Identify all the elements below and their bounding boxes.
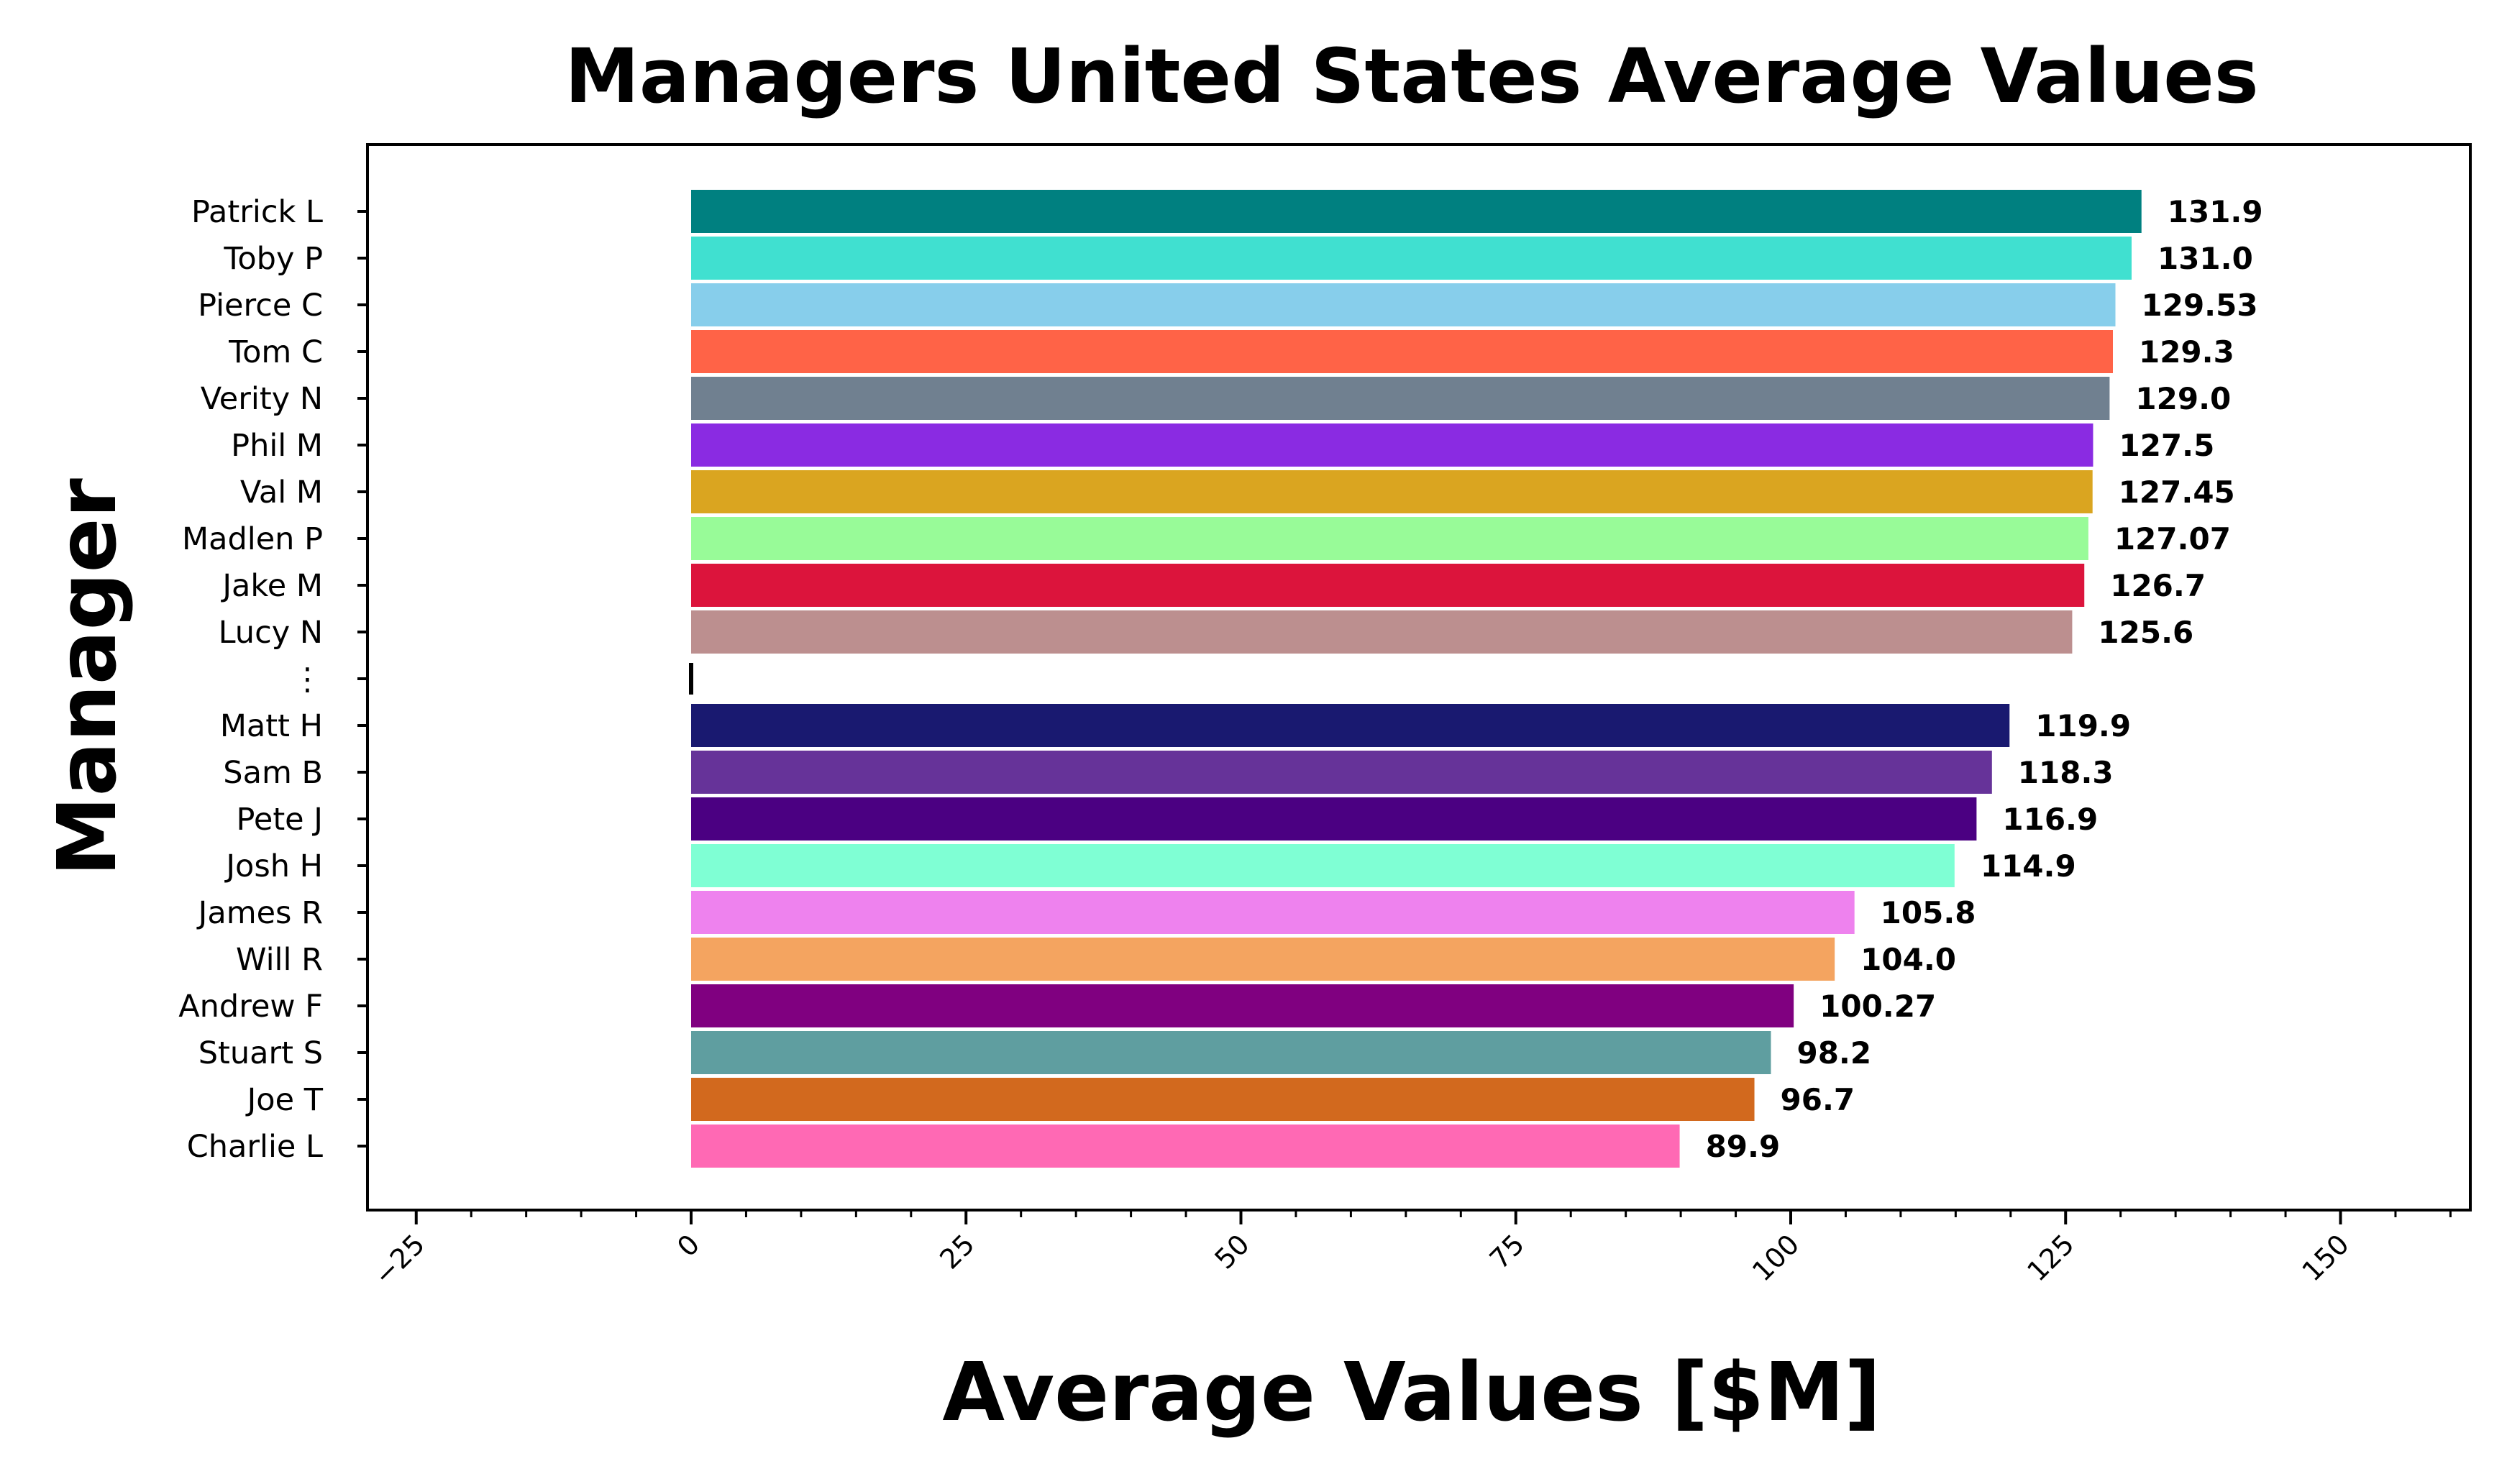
y-tick-label: Charlie L [187,1129,323,1165]
data-label: 129.53 [2142,288,2258,323]
data-label: 105.8 [1881,895,1976,930]
bar [691,377,2110,420]
data-label: 131.9 [2168,194,2263,229]
y-tick-label: Stuart S [198,1035,323,1071]
bar [691,237,2132,280]
y-tick-label: Matt H [220,708,323,744]
bar [691,704,2010,747]
bar [691,470,2093,513]
data-label: 114.9 [1981,848,2076,884]
data-label: 89.9 [1706,1129,1781,1164]
bar [691,891,1855,934]
data-label: 125.6 [2098,615,2193,650]
y-tick-label: Pierce C [198,288,323,324]
y-tick-label: ⋮ [292,661,323,697]
bar [691,1078,1755,1121]
data-label: 96.7 [1781,1082,1855,1117]
bar [691,844,1955,887]
bar [691,610,2073,654]
bar [691,330,2113,373]
data-label: 104.0 [1860,942,1956,977]
bar [691,564,2085,607]
data-label: 129.0 [2135,381,2231,416]
y-tick-label: Verity N [201,381,323,417]
y-tick-label: Josh H [224,848,323,884]
y-tick-label: Val M [240,475,323,510]
data-label: 116.9 [2002,802,2098,837]
y-tick-label: Madlen P [182,521,323,557]
data-label: 131.0 [2157,241,2253,276]
y-tick-label: Phil M [231,428,323,464]
bar [691,984,1794,1027]
bar [691,190,2142,233]
plot-area: 131.9 Patrick L 131.0 Toby P 129.53 Pierce C 1… [178,190,2452,1291]
data-label: 129.3 [2139,334,2234,370]
data-label: 127.45 [2119,475,2235,510]
y-tick-label: Lucy N [219,615,323,651]
bar [691,283,2116,326]
data-label: 98.2 [1796,1035,1871,1071]
y-tick-label: Tom C [228,334,323,370]
y-tick-label: Sam B [223,755,323,791]
y-tick-label: Toby P [223,241,323,277]
data-label: 126.7 [2110,568,2206,603]
y-tick-label: Joe T [245,1082,324,1118]
bar [691,797,1977,841]
data-label: 118.3 [2018,755,2114,790]
plot-frame [366,143,2472,1212]
y-tick-label: James R [196,895,323,931]
data-label: 127.07 [2114,521,2231,556]
data-label: 100.27 [1819,989,1936,1024]
bar [691,1031,1771,1074]
ellipsis-marker [689,663,693,695]
data-label: 119.9 [2035,708,2131,743]
y-tick-label: Jake M [220,568,323,604]
bar [691,423,2093,467]
chart-title: Managers United States Average Values [565,32,2258,120]
y-tick-label: Andrew F [178,989,323,1025]
bar [691,751,1992,794]
data-label: 127.5 [2119,428,2214,463]
y-axis-label: Manager [41,478,134,876]
x-axis-label: Average Values [$M] [942,1346,1881,1439]
bar [691,517,2088,560]
bar [691,938,1835,981]
y-tick-label: Patrick L [191,194,323,230]
bar [691,1125,1680,1168]
y-tick-label: Will R [236,942,323,978]
y-tick-label: Pete J [236,802,323,838]
